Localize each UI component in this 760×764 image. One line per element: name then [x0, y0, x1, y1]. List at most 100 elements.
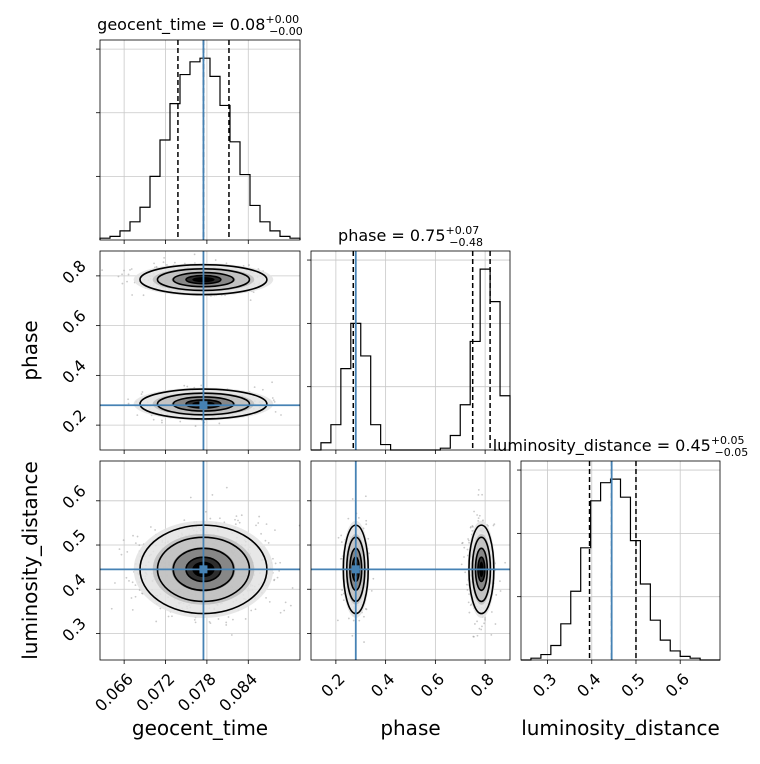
sample-point: [194, 425, 197, 428]
sample-point: [492, 524, 495, 527]
sample-point: [264, 539, 267, 542]
title-luminosity_distance: luminosity_distance = 0.45+0.05 −0.05: [493, 434, 749, 459]
sample-point: [468, 541, 470, 544]
title-lower-error: −0.05: [715, 446, 749, 459]
sample-point: [155, 265, 158, 268]
sample-point: [341, 589, 344, 591]
hist-panel-geocent_time: geocent_time = 0.08+0.00 −0.00: [96, 13, 303, 244]
sample-point: [120, 553, 123, 556]
scatter-panel-geocent_time-luminosity_distance: 0.3 0.4 0.5 0.6: [58, 460, 301, 664]
sample-point: [499, 580, 501, 582]
sample-point: [149, 526, 152, 528]
sample-point: [477, 519, 480, 522]
x-tick-label-luminosity_distance: 0.6: [662, 669, 693, 700]
sample-point: [131, 581, 134, 584]
sample-point: [358, 619, 361, 622]
panel-frame: [99, 39, 301, 241]
sample-point: [460, 563, 463, 566]
sample-point: [127, 273, 130, 276]
sample-point: [136, 535, 139, 538]
sample-point: [240, 514, 243, 517]
sample-point: [134, 595, 137, 598]
y-tick-label-luminosity_distance: 0.3: [58, 614, 89, 645]
sample-point: [249, 299, 252, 301]
sample-point: [257, 522, 260, 524]
sample-point: [351, 498, 354, 500]
sample-point: [336, 619, 339, 622]
truth-marker: [351, 565, 360, 574]
x-tick-label-luminosity_distance: 0.3: [529, 669, 560, 700]
sample-point: [225, 621, 228, 624]
panel-content: [311, 461, 510, 660]
sample-point: [493, 523, 496, 525]
sample-point: [238, 521, 241, 524]
sample-point: [468, 611, 471, 614]
x-tick-label-phase: 0.8: [467, 669, 498, 700]
sample-point: [463, 546, 466, 549]
sample-point: [161, 421, 163, 424]
x-tick-label-geocent_time: 0.066: [91, 669, 137, 715]
sample-point: [211, 494, 214, 496]
sample-point: [351, 634, 354, 637]
sample-point: [372, 577, 375, 580]
sample-point: [141, 391, 144, 393]
sample-point: [217, 618, 220, 620]
sample-point: [153, 262, 155, 265]
sample-point: [289, 604, 292, 607]
sample-point: [504, 561, 507, 564]
sample-point: [179, 420, 182, 423]
title-lower-error: −0.00: [269, 25, 303, 38]
sample-point: [159, 607, 162, 610]
x-axis-label-geocent_time: geocent_time: [132, 716, 268, 740]
sample-point: [255, 524, 257, 527]
sample-point: [469, 526, 472, 529]
sample-point: [232, 618, 234, 621]
x-axis-label-phase: phase: [380, 716, 440, 740]
sample-point: [225, 486, 228, 489]
sample-point: [253, 386, 256, 388]
sample-point: [464, 571, 467, 574]
sample-point: [272, 399, 275, 402]
sample-point: [227, 616, 230, 618]
sample-point: [273, 401, 276, 403]
title-lower-error: −0.48: [449, 236, 483, 249]
sample-point: [469, 604, 472, 607]
sample-point: [278, 570, 281, 572]
sample-point: [476, 634, 479, 637]
sample-point: [467, 601, 470, 604]
sample-point: [467, 538, 469, 540]
panel-frame: [310, 250, 511, 451]
x-tick-label-phase: 0.6: [417, 669, 448, 700]
sample-point: [118, 548, 121, 551]
sample-point: [110, 607, 113, 610]
sample-point: [274, 562, 277, 565]
x-tick-label-geocent_time: 0.072: [133, 669, 179, 715]
sample-point: [477, 488, 480, 491]
title-main: luminosity_distance = 0.45: [493, 436, 711, 456]
x-axis-label-luminosity_distance: luminosity_distance: [521, 716, 720, 740]
sample-point: [461, 542, 463, 545]
sample-point: [471, 529, 474, 532]
sample-point: [132, 534, 134, 537]
sample-point: [117, 275, 120, 278]
panel-content: [100, 461, 300, 660]
sample-point: [482, 519, 484, 522]
sample-point: [218, 517, 221, 520]
sample-point: [127, 402, 130, 405]
truth-marker: [199, 565, 208, 574]
sample-point: [481, 625, 483, 628]
sample-point: [481, 493, 483, 496]
sample-point: [214, 259, 217, 261]
sample-point: [123, 269, 125, 272]
title-phase: phase = 0.75+0.07 −0.48: [338, 224, 483, 249]
panel-frame: [99, 250, 301, 451]
sample-point: [129, 269, 131, 271]
x-tick-label-geocent_time: 0.084: [215, 669, 261, 715]
truth-marker: [199, 401, 208, 410]
y-axis-label-luminosity_distance: luminosity_distance: [18, 461, 42, 660]
sample-point: [494, 623, 497, 625]
sample-point: [171, 615, 173, 618]
sample-point: [490, 633, 493, 636]
sample-point: [495, 594, 498, 596]
